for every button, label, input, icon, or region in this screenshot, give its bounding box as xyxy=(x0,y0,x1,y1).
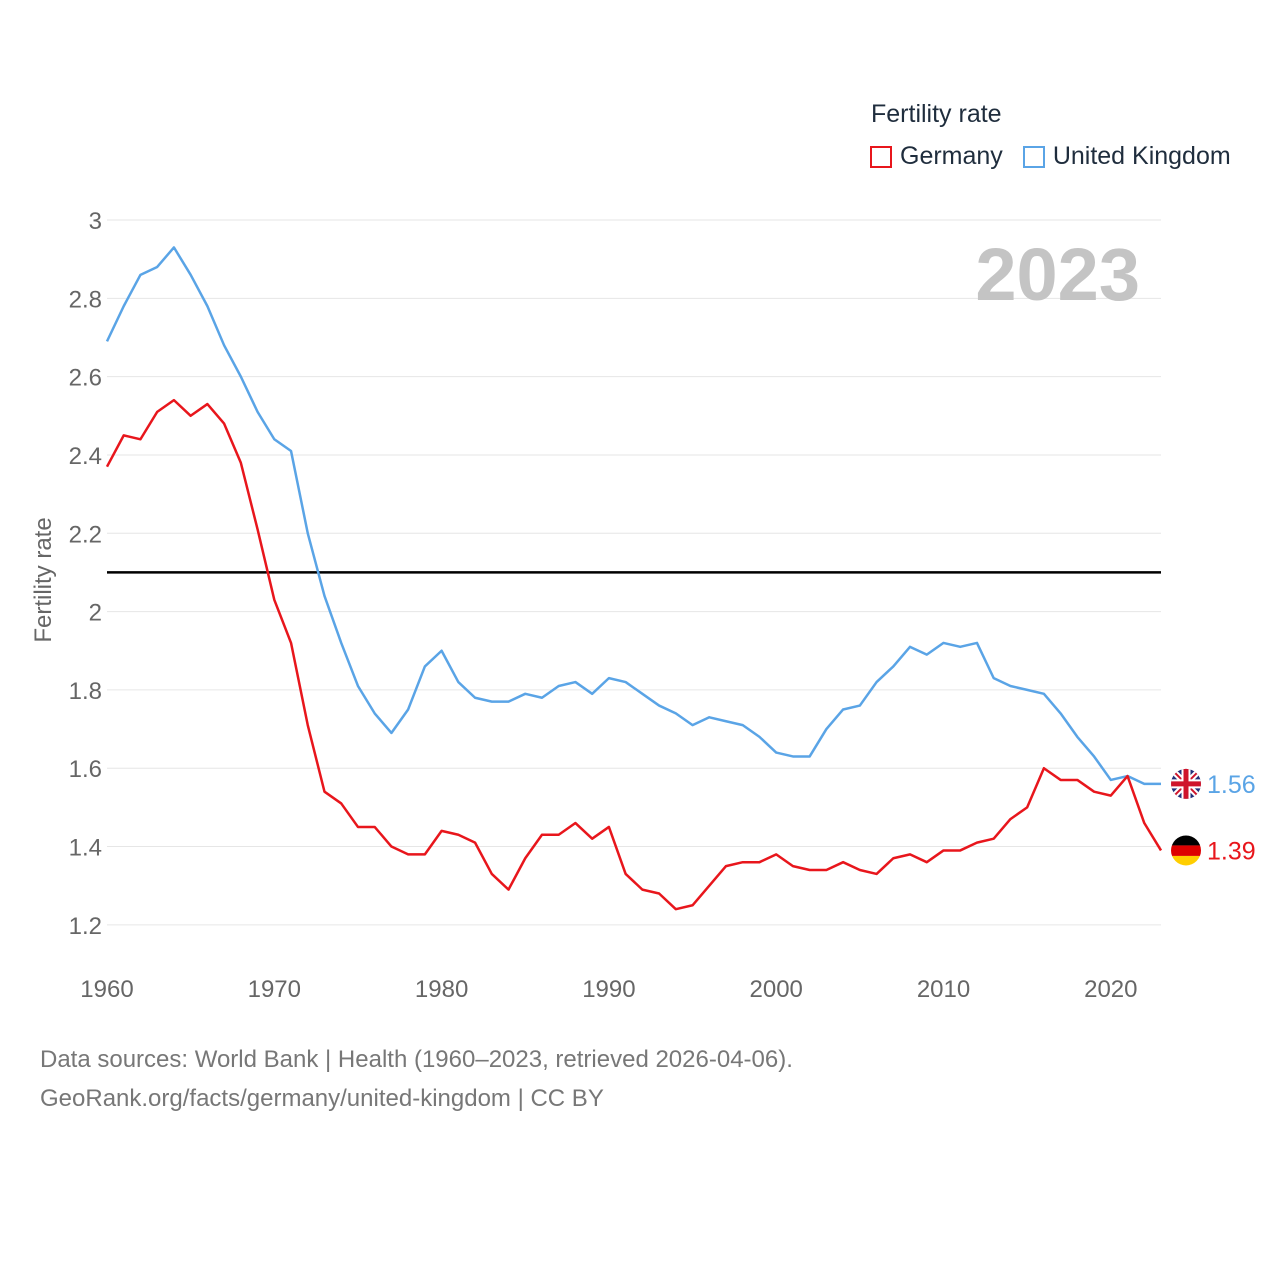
y-axis-label: Fertility rate xyxy=(30,517,57,642)
legend-label-germany: Germany xyxy=(900,142,1003,170)
y-tick-label: 1.4 xyxy=(69,835,102,862)
legend-title: Fertility rate xyxy=(871,100,1002,128)
y-axis-ticks: 1.2 1.4 1.6 1.8 2 2.2 2.4 2.6 2.8 3 xyxy=(69,208,102,940)
y-tick-label: 2 xyxy=(89,600,102,627)
uk-flag-icon xyxy=(1171,768,1201,799)
y-tick-label: 2.4 xyxy=(69,443,102,470)
y-tick-label: 3 xyxy=(89,208,102,235)
gridlines xyxy=(107,219,1161,926)
legend-swatch-germany xyxy=(870,145,892,168)
legend-item-united-kingdom[interactable]: United Kingdom xyxy=(1022,142,1231,171)
fertility-line-chart: 1.21.41.61.822.22.42.62.83 1960 1970 1980 1… xyxy=(30,208,1256,1003)
footer-link[interactable]: GeoRank.org/facts/germany/united-kingdom… xyxy=(40,1085,604,1112)
x-tick-label: 1960 xyxy=(80,976,133,1003)
legend: Germany United Kingdom xyxy=(870,142,1251,171)
x-tick-label: 2000 xyxy=(750,976,803,1003)
y-tick-label: 2.6 xyxy=(69,365,102,392)
end-markers: 1.56 1.39 xyxy=(1171,768,1256,866)
x-tick-label: 1980 xyxy=(415,976,468,1003)
x-tick-label: 2010 xyxy=(917,976,970,1003)
y-tick-label: 1.8 xyxy=(69,678,102,705)
series-line-germany xyxy=(105,398,1163,911)
end-value-label-united-kingdom: 1.56 xyxy=(1207,771,1256,799)
x-tick-label: 1990 xyxy=(582,976,635,1003)
y-tick-label: 1.2 xyxy=(69,913,102,940)
x-tick-label: 2020 xyxy=(1084,976,1137,1003)
y-tick-label: 2.2 xyxy=(69,521,102,548)
y-tick-label: 2.8 xyxy=(69,286,102,313)
germany-flag-icon xyxy=(1171,835,1201,866)
legend-label-united-kingdom: United Kingdom xyxy=(1052,142,1231,170)
year-label: 2023 xyxy=(975,233,1140,316)
y-tick-label: 1.6 xyxy=(69,756,102,783)
end-value-label-germany: 1.39 xyxy=(1207,837,1256,865)
legend-swatch-united-kingdom xyxy=(1022,145,1045,168)
x-tick-label: 1970 xyxy=(248,976,301,1003)
footer-sources: Data sources: World Bank | Health (1960–… xyxy=(40,1046,793,1073)
series-lines xyxy=(105,246,1163,911)
x-axis-ticks: 1960 1970 1980 1990 2000 2010 2020 xyxy=(80,976,1137,1003)
series-line-united-kingdom xyxy=(105,246,1161,786)
legend-item-germany[interactable]: Germany xyxy=(870,142,1003,171)
